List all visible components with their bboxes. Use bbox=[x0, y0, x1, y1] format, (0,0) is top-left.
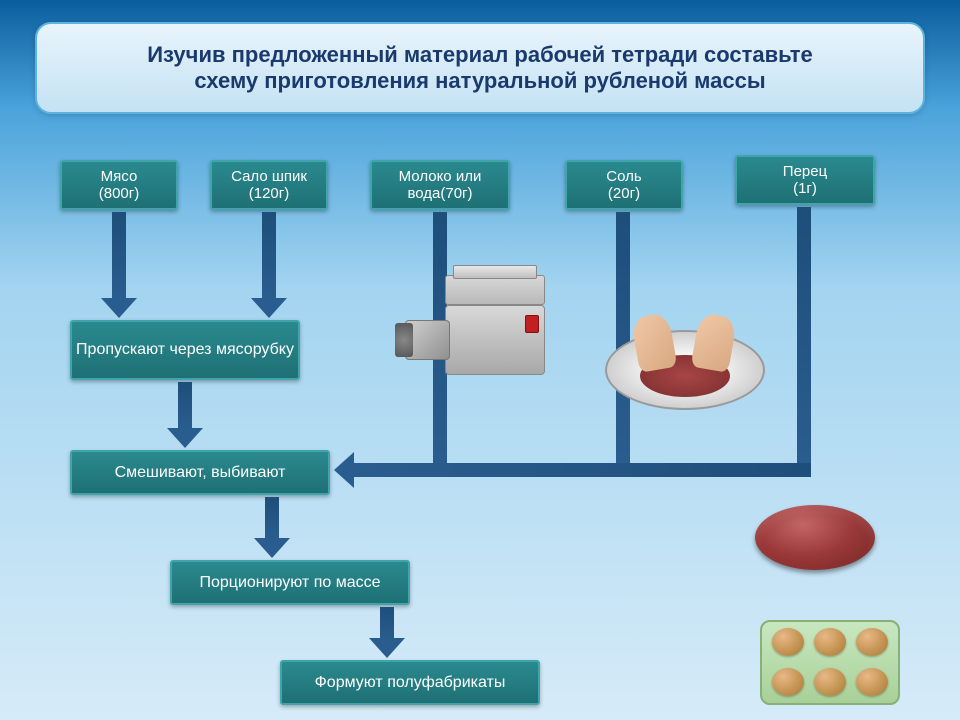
ingredient-meat: Мясо (800г) bbox=[60, 160, 178, 210]
header-box: Изучив предложенный материал рабочей тет… bbox=[35, 22, 925, 114]
ingredient-amount: (800г) bbox=[99, 185, 140, 202]
ingredient-amount: (120г) bbox=[249, 185, 290, 202]
arrow-portion-form bbox=[380, 607, 394, 640]
ingredient-name: Мясо bbox=[101, 168, 138, 185]
ingredient-amount: (1г) bbox=[793, 180, 817, 197]
process-label: Порционируют по массе bbox=[199, 574, 380, 592]
ingredient-salt: Соль (20г) bbox=[565, 160, 683, 210]
mixing-illustration bbox=[600, 310, 770, 420]
arrow-to-mix bbox=[352, 463, 811, 477]
arrow-grind-mix bbox=[178, 382, 192, 430]
ingredient-amount: вода(70г) bbox=[407, 185, 472, 202]
meatballs-illustration bbox=[760, 620, 900, 710]
ingredient-name: Молоко или bbox=[399, 168, 482, 185]
arrow-mix-portion bbox=[265, 497, 279, 540]
process-label: Смешивают, выбивают bbox=[115, 464, 286, 482]
header-line2: схему приготовления натуральной рубленой… bbox=[67, 68, 893, 94]
header-line1: Изучив предложенный материал рабочей тет… bbox=[67, 42, 893, 68]
patty-illustration bbox=[755, 505, 885, 580]
ingredient-salo: Сало шпик (120г) bbox=[210, 160, 328, 210]
process-form: Формуют полуфабрикаты bbox=[280, 660, 540, 705]
process-label: Формуют полуфабрикаты bbox=[315, 674, 506, 692]
arrow-salo-down bbox=[262, 212, 276, 300]
ingredient-name: Соль bbox=[606, 168, 641, 185]
ingredient-amount: (20г) bbox=[608, 185, 640, 202]
process-grind: Пропускают через мясорубку bbox=[70, 320, 300, 380]
ingredient-milk: Молоко или вода(70г) bbox=[370, 160, 510, 210]
process-portion: Порционируют по массе bbox=[170, 560, 410, 605]
ingredient-name: Сало шпик bbox=[231, 168, 307, 185]
ingredient-pepper: Перец (1г) bbox=[735, 155, 875, 205]
grinder-illustration bbox=[395, 265, 565, 405]
process-mix: Смешивают, выбивают bbox=[70, 450, 330, 495]
line-pepper-down bbox=[797, 207, 811, 465]
arrow-meat-down bbox=[112, 212, 126, 300]
process-label: Пропускают через мясорубку bbox=[76, 341, 294, 359]
ingredient-name: Перец bbox=[783, 163, 827, 180]
